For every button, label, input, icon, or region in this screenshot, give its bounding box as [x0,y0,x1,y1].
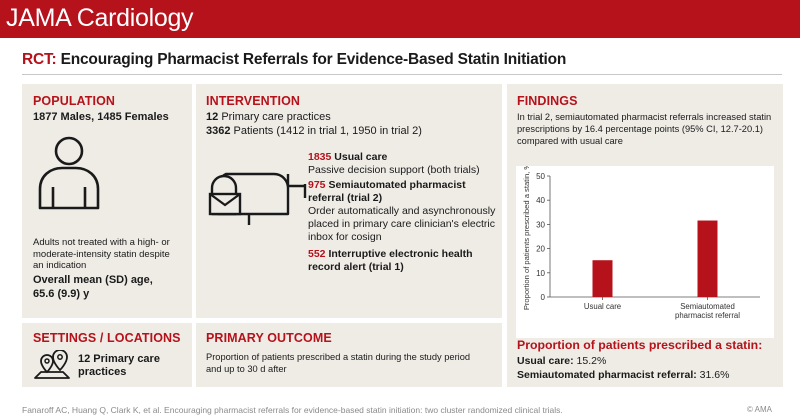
findings-text: In trial 2, semiautomated pharmacist ref… [517,112,772,146]
findings-chart: 0 10 20 30 40 50 Proportion of patients prescr… [516,163,774,338]
semi-result: Semiautomated pharmacist referral: 31.6% [517,369,730,381]
citation: Fanaroff AC, Huang Q, Clark K, et al. En… [22,405,563,415]
title-prefix: RCT: [22,51,57,68]
usual-care-result: Usual care: 15.2% [517,355,607,367]
population-description: Adults not treated with a high- or moder… [33,237,170,271]
proportion-heading: Proportion of patients prescribed a stat… [517,338,763,352]
journal-header: JAMA Cardiology [0,0,800,38]
arm-usual-care: 1835 Usual care Passive decision support… [308,151,480,176]
x-tick-label: Usual care [584,302,621,311]
settings-text: 12 Primary care practices [78,353,160,378]
bar-semiautomated [697,220,718,297]
population-panel: POPULATION 1877 Males, 1485 Females Adul… [22,84,192,318]
bar-usual-care [592,260,613,297]
y-tick-label: 50 [536,172,545,181]
bar-chart: 0 10 20 30 40 50 Proportion of patients prescr… [522,163,760,320]
x-tick-label: Semiautomated [680,302,735,311]
y-tick-label: 30 [536,220,545,229]
page-title: RCT: Encouraging Pharmacist Referrals fo… [22,51,566,69]
intervention-panel: INTERVENTION 12 Primary care practices 3… [196,84,502,318]
title-divider [22,74,782,75]
copyright: © AMA [746,405,772,414]
title-text: Encouraging Pharmacist Referrals for Evi… [60,51,567,68]
settings-heading: SETTINGS / LOCATIONS [33,331,181,345]
findings-heading: FINDINGS [517,94,578,108]
x-tick-label: pharmacist referral [675,311,740,320]
intervention-practices: 12 Primary care practices [206,111,331,123]
findings-panel: FINDINGS In trial 2, semiautomated pharm… [507,84,783,387]
arm-interruptive-alert: 552 Interruptive electronic health recor… [308,248,473,273]
primary-outcome-heading: PRIMARY OUTCOME [206,331,332,345]
journal-title: JAMA Cardiology [6,4,194,32]
y-tick-label: 10 [536,269,545,278]
location-pins-icon [33,350,71,380]
intervention-patients: 3362 Patients (1412 in trial 1, 1950 in … [206,125,422,137]
y-axis-label: Proportion of patients prescribed a stat… [522,166,531,310]
arm-semiautomated: 975 Semiautomated pharmacist referral (t… [308,179,496,243]
y-tick-label: 0 [541,293,546,302]
population-age: Overall mean (SD) age, 65.6 (9.9) y [33,274,153,300]
population-counts: 1877 Males, 1485 Females [33,111,169,123]
intervention-heading: INTERVENTION [206,94,301,108]
primary-outcome-panel: PRIMARY OUTCOME Proportion of patients p… [196,323,502,387]
person-icon [34,131,104,211]
y-tick-label: 20 [536,245,545,254]
y-tick-label: 40 [536,196,545,205]
settings-panel: SETTINGS / LOCATIONS 12 Primary care pra… [22,323,192,387]
population-heading: POPULATION [33,94,116,108]
mailbox-icon [204,168,308,226]
primary-outcome-text: Proportion of patients prescribed a stat… [206,352,471,374]
